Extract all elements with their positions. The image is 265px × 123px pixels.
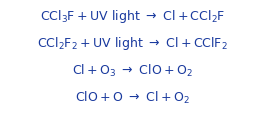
Text: $\mathregular{CCl_3F + UV\ light\ \rightarrow\ Cl + CCl_2F}$: $\mathregular{CCl_3F + UV\ light\ \right… bbox=[40, 8, 225, 25]
Text: $\mathregular{ClO + O\ \rightarrow\ Cl + O_2}$: $\mathregular{ClO + O\ \rightarrow\ Cl +… bbox=[75, 90, 190, 106]
Text: $\mathregular{Cl + O_3\ \rightarrow\ ClO + O_2}$: $\mathregular{Cl + O_3\ \rightarrow\ ClO… bbox=[72, 63, 193, 79]
Text: $\mathregular{CCl_2F_2 + UV\ light\ \rightarrow\ Cl + CClF_2}$: $\mathregular{CCl_2F_2 + UV\ light\ \rig… bbox=[37, 35, 228, 52]
